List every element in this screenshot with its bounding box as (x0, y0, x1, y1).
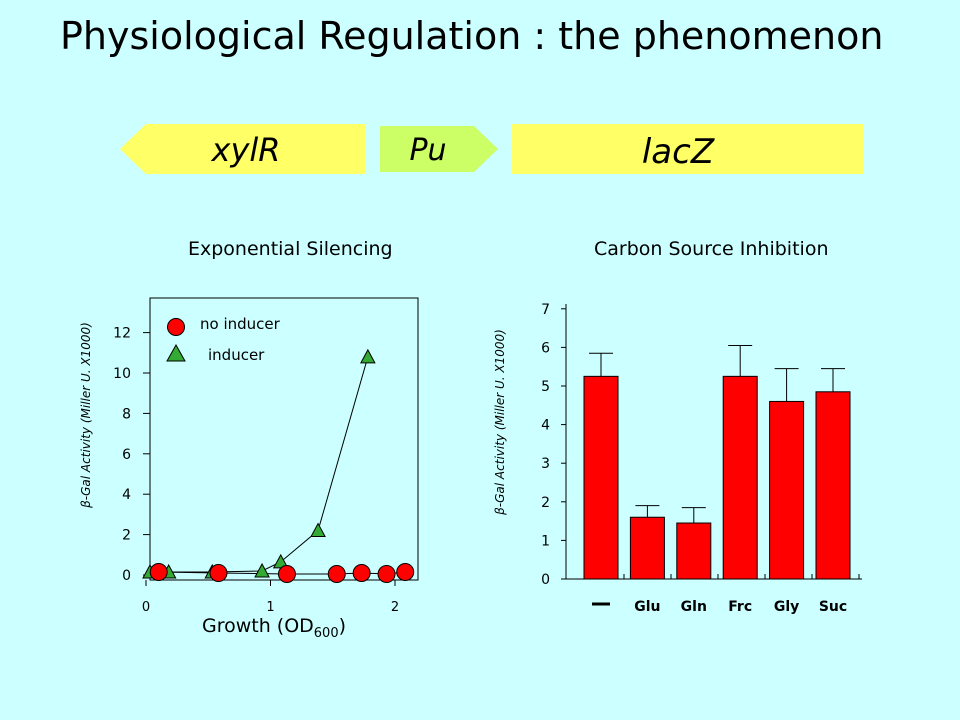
no-inducer-point (327, 564, 346, 583)
bar (815, 391, 851, 580)
lacz-gene-box (512, 124, 864, 174)
left-y-tick-label: 12 (113, 326, 131, 342)
carbon-source-inhibition-chart: 0 1 2 3 4 5 6 7 Glu Gln Frc Gly Suc β-Gal Activity … (493, 302, 862, 615)
right-y-tick-label: 1 (541, 533, 550, 549)
right-y-tick-label: 2 (541, 495, 550, 511)
xylr-gene-arrow (120, 124, 366, 174)
slide-title: Physiological Regulation : the phenomeno… (60, 14, 884, 58)
legend-inducer-marker (166, 343, 186, 362)
legend-no-inducer-marker (167, 318, 185, 336)
no-inducer-point (377, 564, 396, 583)
left-series-line (150, 356, 369, 573)
bar (769, 400, 805, 580)
bar (583, 375, 619, 580)
pu-promoter-arrow (380, 126, 498, 172)
left-y-tick-label: 4 (122, 487, 131, 503)
category-label: Frc (728, 599, 752, 615)
bar (629, 516, 665, 580)
left-x-tick-label: 0 (142, 600, 150, 615)
left-y-tick-label: 6 (122, 447, 131, 463)
no-inducer-point (352, 563, 371, 582)
pu-promoter-label: Pu (409, 133, 446, 168)
lacz-gene-label: lacZ (642, 132, 715, 172)
legend-no-inducer-label: no inducer (200, 315, 281, 333)
left-y-axis-label: β-Gal Activity (Miller U. X1000) (79, 322, 93, 509)
right-y-tick-label: 5 (541, 379, 550, 395)
right-y-tick-label: 3 (541, 456, 550, 472)
right-y-tick-label: 4 (541, 418, 550, 434)
left-x-tick-label: 1 (266, 600, 274, 615)
bar (676, 522, 712, 580)
no-inducer-point (209, 563, 228, 582)
category-label: Suc (819, 599, 847, 615)
no-inducer-point (277, 564, 296, 583)
left-x-tick-label: 2 (391, 600, 399, 615)
inducer-point (254, 562, 270, 578)
left-y-tick-label: 8 (122, 406, 131, 422)
inducer-point (360, 348, 376, 364)
left-chart-title: Exponential Silencing (188, 238, 393, 260)
left-y-tick-label: 10 (113, 366, 131, 382)
left-plot-frame (149, 297, 419, 581)
right-y-tick-label: 7 (541, 302, 550, 318)
category-label: Gln (681, 599, 707, 615)
category-label: Glu (634, 599, 660, 615)
xylr-gene-label: xylR (211, 131, 281, 169)
left-y-tick-label: 2 (122, 528, 131, 544)
left-y-tick-label: 0 (122, 568, 131, 584)
no-inducer-point (149, 562, 168, 581)
no-inducer-point (396, 562, 415, 581)
right-y-axis-label: β-Gal Activity (Miller U. X1000) (493, 329, 507, 516)
right-y-tick-label: 0 (541, 572, 550, 588)
legend-inducer-label: inducer (208, 346, 265, 364)
category-label: Gly (774, 599, 799, 615)
right-chart-title: Carbon Source Inhibition (594, 238, 829, 260)
inducer-point (310, 522, 326, 538)
right-y-tick-label: 6 (541, 340, 550, 356)
bar (722, 375, 758, 580)
gene-construct: xylR Pu lacZ (120, 124, 864, 174)
left-x-axis-label: Growth (OD600) (202, 615, 346, 641)
